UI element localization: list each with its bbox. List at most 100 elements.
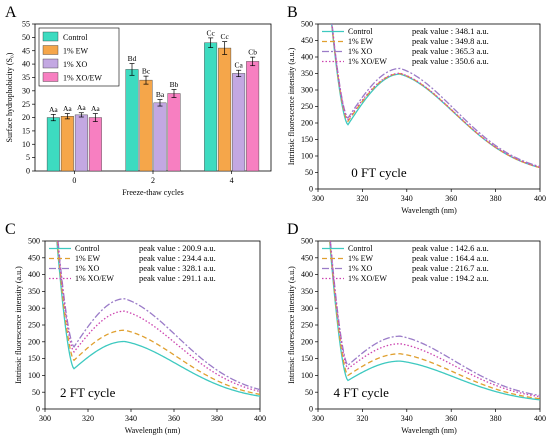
series-line <box>57 241 260 393</box>
significance-label: Bb <box>170 80 179 89</box>
y-tick-label: 30 <box>22 86 30 95</box>
series-line <box>329 241 540 400</box>
y-tick-label: 5 <box>26 153 30 162</box>
x-tick-label: 320 <box>356 414 368 423</box>
y-tick-label: 15 <box>22 127 30 136</box>
x-axis-label: Freeze-thaw cycles <box>122 188 184 197</box>
y-tick-label: 500 <box>301 20 313 29</box>
series-group <box>56 241 260 397</box>
y-axis-label: Surface hydrophobicity (S₀) <box>5 52 14 142</box>
peak-value-label: peak value : 234.4 a.u. <box>139 253 216 263</box>
x-tick-label: 380 <box>490 414 502 423</box>
significance-label: Aa <box>63 104 72 113</box>
cycle-annotation: 0 FT cycle <box>351 165 407 180</box>
x-tick-label: 300 <box>312 194 324 203</box>
legend-label: 1% XO/EW <box>348 274 387 283</box>
panel-a: A 0 5 10 15 20 25 30 35 40 45 50 55 0 Aa Aa Aa Aa 2 Bd Bc Ba B… <box>5 4 272 197</box>
significance-label: Ba <box>156 90 165 99</box>
panel-letter: C <box>5 221 16 238</box>
series-line <box>56 241 260 397</box>
y-tick-label: 400 <box>301 53 313 62</box>
series-line <box>331 24 540 168</box>
y-tick-label: 450 <box>301 36 313 45</box>
panel-letter: B <box>287 4 298 21</box>
series-group <box>329 241 540 401</box>
significance-label: Cb <box>248 48 257 57</box>
y-tick-label: 100 <box>28 371 40 380</box>
y-tick-label: 150 <box>301 135 313 144</box>
peak-value-label: peak value : 350.6 a.u. <box>412 56 489 66</box>
y-tick-label: 0 <box>36 405 40 414</box>
bar <box>60 116 74 172</box>
panel-letter: D <box>287 221 299 238</box>
x-axis-label: Wavelength (nm) <box>125 426 181 435</box>
y-tick-label: 50 <box>305 388 313 397</box>
y-tick-label: 200 <box>301 119 313 128</box>
peak-value-label: peak value : 216.7 a.u. <box>412 263 489 273</box>
cycle-annotation: 2 FT cycle <box>60 385 116 400</box>
y-axis-label: Intrinsic fluorescence intensity (a.u.) <box>14 266 23 384</box>
y-tick-label: 20 <box>22 113 30 122</box>
legend-label: 1% XO <box>348 264 372 273</box>
x-axis-label: Wavelength (nm) <box>401 426 457 435</box>
peak-value-label: peak value : 328.1 a.u. <box>139 263 216 273</box>
y-tick-label: 100 <box>301 371 313 380</box>
peak-value-label: peak value : 365.3 a.u. <box>412 46 489 56</box>
bar <box>246 61 260 172</box>
y-tick-label: 400 <box>28 270 40 279</box>
legend-label: 1% EW <box>348 37 374 46</box>
y-axis-label: Intrinsic fluorescence intensity (a.u.) <box>287 266 296 384</box>
x-axis-label: Wavelength (nm) <box>401 206 457 215</box>
panel-c: C 0 50 100 150 200 250 300 350 400 450 500 300 320 340… <box>5 221 266 435</box>
panel-letter: A <box>5 4 17 21</box>
x-tick-label: 300 <box>39 414 51 423</box>
legend-swatch <box>42 45 59 55</box>
x-tick-label: 340 <box>401 414 413 423</box>
y-tick-label: 350 <box>301 287 313 296</box>
legend-label: Control <box>63 33 88 42</box>
y-tick-label: 35 <box>22 73 30 82</box>
peak-value-label: peak value : 164.4 a.u. <box>412 253 489 263</box>
y-tick-label: 300 <box>301 304 313 313</box>
legend-swatch <box>42 72 59 82</box>
peak-value-label: peak value : 291.1 a.u. <box>139 273 216 283</box>
y-tick-label: 400 <box>301 270 313 279</box>
legend-swatch <box>42 31 59 42</box>
peak-value-label: peak value : 142.6 a.u. <box>412 243 489 253</box>
x-tick-label: 380 <box>211 414 223 423</box>
bar <box>204 42 218 172</box>
y-tick-label: 150 <box>28 354 40 363</box>
x-tick-label: 380 <box>490 194 502 203</box>
y-tick-label: 500 <box>301 237 313 246</box>
bar <box>139 79 153 172</box>
x-tick-label: 360 <box>168 414 180 423</box>
bar <box>74 114 88 172</box>
significance-label: Aa <box>91 104 100 113</box>
x-tick-label: 320 <box>82 414 94 423</box>
series-line <box>56 241 260 396</box>
y-tick-label: 250 <box>301 102 313 111</box>
series-group <box>330 24 540 169</box>
x-tick-label: 400 <box>254 414 266 423</box>
peak-value-label: peak value : 349.8 a.u. <box>412 36 489 46</box>
significance-label: Bd <box>128 54 137 63</box>
panel-d: D 0 50 100 150 200 250 300 350 400 450 500 300 320 340… <box>287 221 546 435</box>
x-tick-label: 300 <box>312 414 324 423</box>
y-tick-label: 0 <box>309 405 313 414</box>
peak-value-label: peak value : 348.1 a.u. <box>412 26 489 36</box>
significance-label: Cc <box>220 32 229 41</box>
bar <box>218 47 232 172</box>
series-line <box>331 24 540 168</box>
y-tick-label: 45 <box>22 46 30 55</box>
legend-label: 1% XO <box>348 47 372 56</box>
cycle-annotation: 4 FT cycle <box>334 385 390 400</box>
series-line <box>329 241 540 397</box>
y-tick-label: 100 <box>301 152 313 161</box>
y-tick-label: 0 <box>26 167 30 176</box>
y-tick-label: 50 <box>22 33 30 42</box>
legend-label: 1% EW <box>75 254 101 263</box>
y-tick-label: 0 <box>309 185 313 194</box>
bar <box>125 69 139 172</box>
y-tick-label: 250 <box>28 321 40 330</box>
y-tick-label: 450 <box>28 253 40 262</box>
